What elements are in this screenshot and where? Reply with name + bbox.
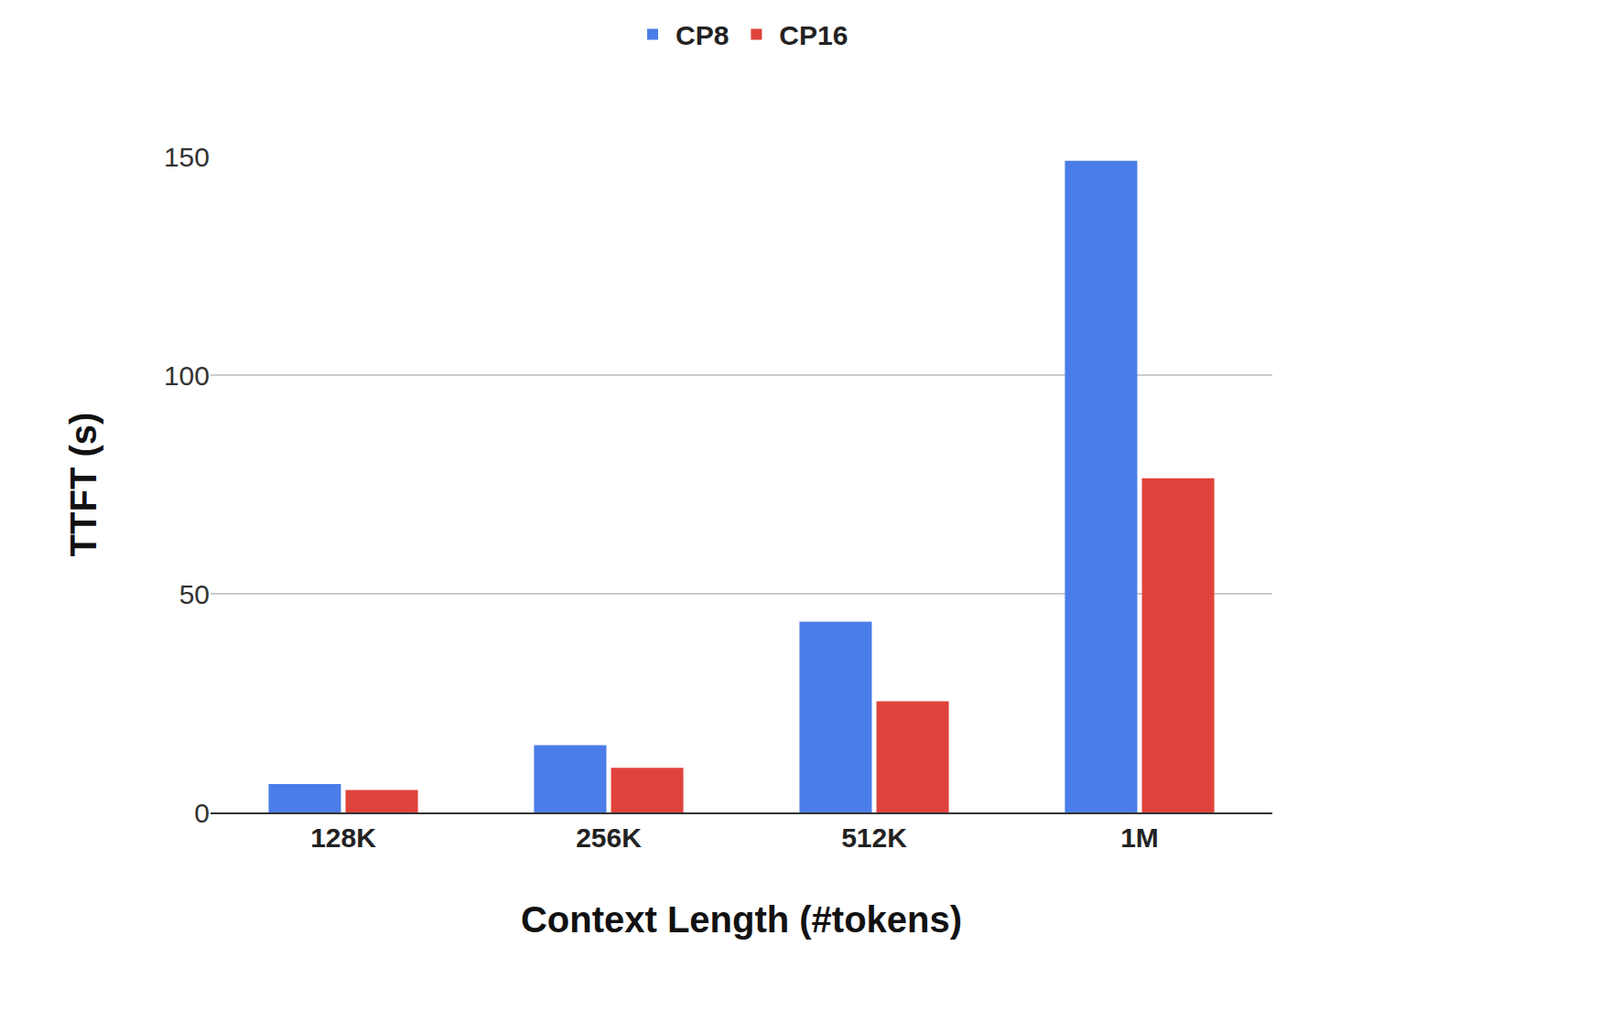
svg-text:50: 50 (179, 579, 210, 610)
svg-text:256K: 256K (575, 822, 642, 854)
svg-text:Context Length (#tokens): Context Length (#tokens) (520, 899, 963, 941)
svg-text:128K: 128K (310, 822, 377, 854)
svg-text:1M: 1M (1120, 822, 1159, 854)
svg-text:CP16: CP16 (778, 20, 848, 51)
svg-text:0: 0 (194, 798, 210, 829)
svg-text:TTFT (s): TTFT (s) (63, 412, 104, 558)
svg-text:512K: 512K (841, 822, 908, 854)
svg-text:100: 100 (163, 360, 210, 391)
svg-text:150: 150 (163, 141, 210, 173)
svg-text:CP8: CP8 (675, 20, 729, 51)
